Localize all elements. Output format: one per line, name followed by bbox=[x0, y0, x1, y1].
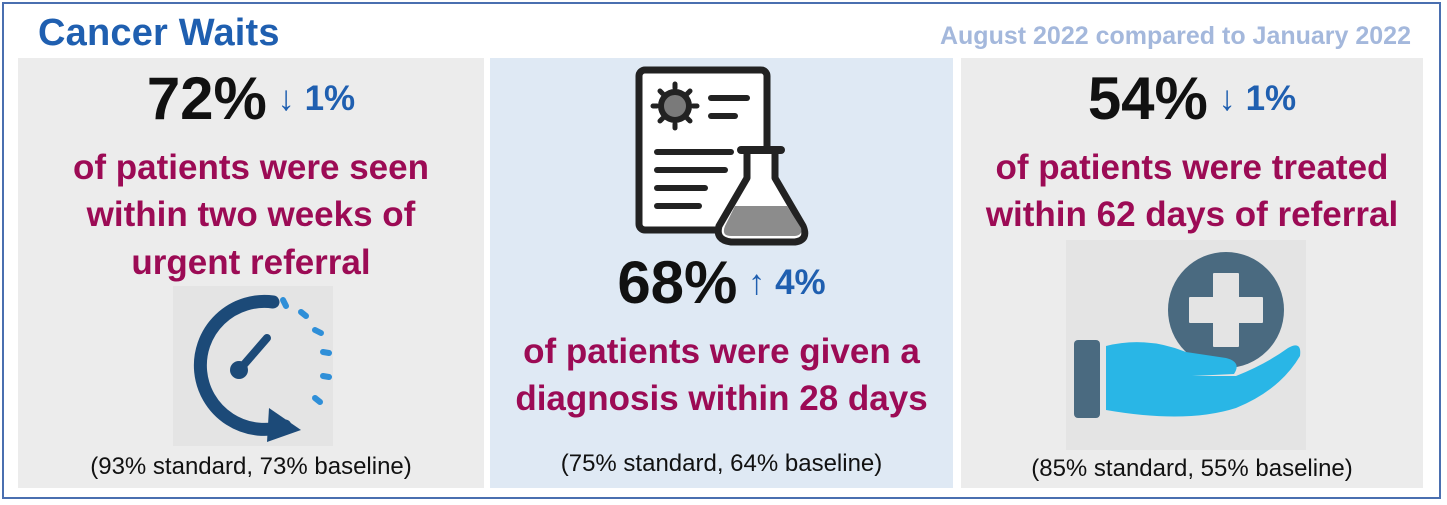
lab-report-icon bbox=[635, 66, 815, 251]
page-title: Cancer Waits bbox=[38, 12, 280, 54]
panel-two-week-wait: 72% ↓ 1% of patients were seen within tw… bbox=[18, 58, 484, 488]
percent-value: 54% bbox=[1087, 65, 1208, 132]
stat-line: 72% ↓ 1% bbox=[18, 64, 484, 133]
change-value: ↓ 1% bbox=[1218, 78, 1297, 118]
stat-line: 68% ↑ 4% bbox=[490, 248, 953, 317]
standard-baseline-note: (93% standard, 73% baseline) bbox=[90, 453, 412, 480]
comparison-period: August 2022 compared to January 2022 bbox=[939, 22, 1411, 50]
description-line: urgent referral bbox=[131, 242, 371, 282]
description-line: diagnosis within 28 days bbox=[515, 379, 928, 419]
standard-baseline-note: (75% standard, 64% baseline) bbox=[560, 450, 883, 477]
standard-baseline-note: (85% standard, 55% baseline) bbox=[1031, 455, 1353, 482]
percent-value: 72% bbox=[146, 65, 267, 132]
stat-line: 54% ↓ 1% bbox=[961, 64, 1423, 133]
description-line: of patients were treated bbox=[995, 148, 1389, 187]
percent-value: 68% bbox=[617, 249, 738, 316]
description-line: within two weeks of bbox=[86, 195, 416, 235]
description: of patients were treated within 62 days … bbox=[961, 144, 1423, 239]
panel-62-day-treatment: 54% ↓ 1% of patients were treated within… bbox=[961, 58, 1423, 488]
description: of patients were given a diagnosis withi… bbox=[490, 328, 953, 423]
hand-medical-cross-icon bbox=[1066, 240, 1306, 450]
panel-faster-diagnosis: 68% ↑ 4% of patients were given a diagno… bbox=[490, 58, 953, 488]
description-line: of patients were given a bbox=[523, 332, 920, 371]
change-value: ↓ 1% bbox=[277, 78, 356, 118]
change-value: ↑ 4% bbox=[747, 262, 826, 302]
stopwatch-icon bbox=[173, 286, 333, 446]
description: of patients were seen within two weeks o… bbox=[18, 144, 484, 286]
description-line: within 62 days of referral bbox=[985, 195, 1399, 235]
description-line: of patients were seen bbox=[73, 148, 429, 187]
